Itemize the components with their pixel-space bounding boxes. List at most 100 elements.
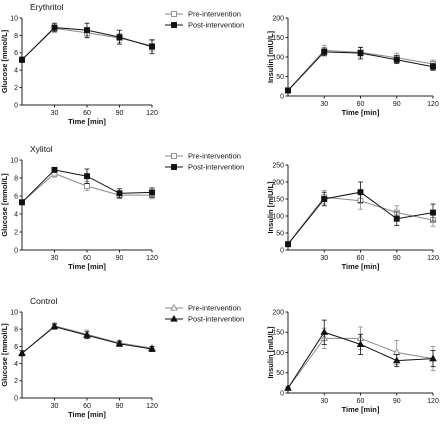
panel-title: Control xyxy=(30,296,58,306)
series-post xyxy=(18,322,156,357)
series-post xyxy=(285,181,436,248)
series-post xyxy=(19,166,155,206)
x-tick-label: 30 xyxy=(320,101,328,108)
panel-3: 0 2 4 6 8 10 30 60 90 120 Time [min] Glucose [mmol/… xyxy=(0,144,244,271)
y-tick-label: 6 xyxy=(14,50,18,57)
y-tick-label: 50 xyxy=(276,74,284,81)
legend-marker xyxy=(170,303,178,311)
legend-label: Pre-intervention xyxy=(188,152,241,161)
x-tick-label: 30 xyxy=(320,398,328,405)
y-tick-label: 0 xyxy=(280,390,284,397)
panel-5: 0 2 4 6 8 10 30 60 90 120 Time [min] Glucose [mmol/… xyxy=(0,296,244,419)
data-point xyxy=(51,24,58,31)
y-tick-label: 2 xyxy=(14,85,18,92)
y-axis-label: Insulin [mIU/L] xyxy=(266,181,275,234)
series-post xyxy=(285,46,436,94)
x-tick-label: 120 xyxy=(427,398,439,405)
x-tick-label: 60 xyxy=(83,403,91,410)
x-tick-label: 120 xyxy=(427,255,439,262)
data-point xyxy=(284,384,292,391)
legend-label: Pre-intervention xyxy=(188,10,241,19)
data-point xyxy=(149,43,155,50)
data-point xyxy=(356,340,365,348)
data-point xyxy=(116,34,123,41)
y-tick-label: 50 xyxy=(276,230,284,237)
legend-marker xyxy=(170,314,178,322)
data-point xyxy=(285,241,291,248)
y-tick-label: 10 xyxy=(10,157,18,164)
x-tick-label: 60 xyxy=(357,101,365,108)
legend: Pre-intervention Post-intervention xyxy=(165,304,244,324)
y-tick-label: 6 xyxy=(14,344,18,351)
y-tick-label: 200 xyxy=(272,15,284,22)
data-point xyxy=(392,356,401,364)
y-tick-label: 50 xyxy=(276,370,284,377)
data-point xyxy=(321,48,328,55)
x-tick-label: 120 xyxy=(146,403,158,410)
x-tick-label: 30 xyxy=(51,110,59,117)
legend-label: Pre-intervention xyxy=(188,304,241,313)
x-tick-label: 90 xyxy=(116,110,124,117)
data-point xyxy=(393,215,400,222)
data-point xyxy=(148,344,156,352)
legend-label: Post-intervention xyxy=(188,315,244,324)
x-axis-label: Time [min] xyxy=(342,405,380,414)
x-tick-label: 60 xyxy=(357,255,365,262)
data-point xyxy=(19,56,25,63)
data-point xyxy=(84,183,90,190)
y-tick-label: 0 xyxy=(14,247,18,254)
x-tick-label: 120 xyxy=(427,101,439,108)
panel-6: 0 50 100 150 200 30 60 90 120 Time [min] Insulin [… xyxy=(266,309,439,414)
data-point xyxy=(84,27,90,34)
legend: Pre-intervention Post-intervention xyxy=(165,152,244,172)
x-axis-label: Time [min] xyxy=(68,117,106,126)
legend-label: Post-intervention xyxy=(188,163,244,172)
y-axis-label: Insulin [mIU/L] xyxy=(266,30,275,83)
y-tick-label: 100 xyxy=(272,350,284,357)
data-point xyxy=(393,56,400,63)
y-tick-label: 150 xyxy=(272,330,284,337)
panel-2: 0 50 100 150 200 30 60 90 120 Time [min] Insulin [… xyxy=(266,15,439,117)
x-axis-label: Time [min] xyxy=(342,262,380,271)
data-point xyxy=(430,209,436,216)
data-point xyxy=(18,349,26,356)
y-axis-label: Glucose [mmol/L] xyxy=(0,173,9,237)
y-tick-label: 10 xyxy=(10,309,18,316)
data-point xyxy=(84,173,90,180)
y-tick-label: 6 xyxy=(14,193,18,200)
y-tick-label: 4 xyxy=(14,361,18,368)
data-point xyxy=(357,50,364,57)
y-axis-label: Insulin [mIU/L] xyxy=(266,326,275,379)
y-tick-label: 2 xyxy=(14,378,18,385)
legend: Pre-intervention Post-intervention xyxy=(165,10,244,30)
data-point xyxy=(116,190,123,197)
data-point xyxy=(357,189,364,196)
x-axis-label: Time [min] xyxy=(342,108,380,117)
y-tick-label: 8 xyxy=(14,175,18,182)
y-tick-label: 0 xyxy=(280,93,284,100)
x-tick-label: 90 xyxy=(116,255,124,262)
panel-1: 0 2 4 6 8 10 30 60 90 120 Time [min] Glucose [mmol/… xyxy=(0,2,244,126)
series-post xyxy=(19,22,155,63)
data-point xyxy=(50,322,59,330)
data-point xyxy=(285,87,291,94)
y-tick-label: 10 xyxy=(10,15,18,22)
y-tick-label: 8 xyxy=(14,33,18,40)
y-tick-label: 0 xyxy=(14,102,18,109)
y-tick-label: 2 xyxy=(14,229,18,236)
data-point xyxy=(149,189,155,196)
y-tick-label: 250 xyxy=(272,162,284,169)
y-tick-label: 4 xyxy=(14,68,18,75)
x-axis-label: Time [min] xyxy=(68,410,106,419)
legend-marker xyxy=(171,153,177,159)
legend-marker xyxy=(171,22,177,28)
series-post xyxy=(284,319,437,391)
data-point xyxy=(115,339,124,347)
y-tick-label: 4 xyxy=(14,211,18,218)
x-tick-label: 30 xyxy=(51,255,59,262)
panel-title: Xylitol xyxy=(30,144,53,154)
x-tick-label: 60 xyxy=(83,110,91,117)
y-axis-label: Glucose [mmol/L] xyxy=(0,29,9,93)
y-tick-label: 100 xyxy=(272,213,284,220)
